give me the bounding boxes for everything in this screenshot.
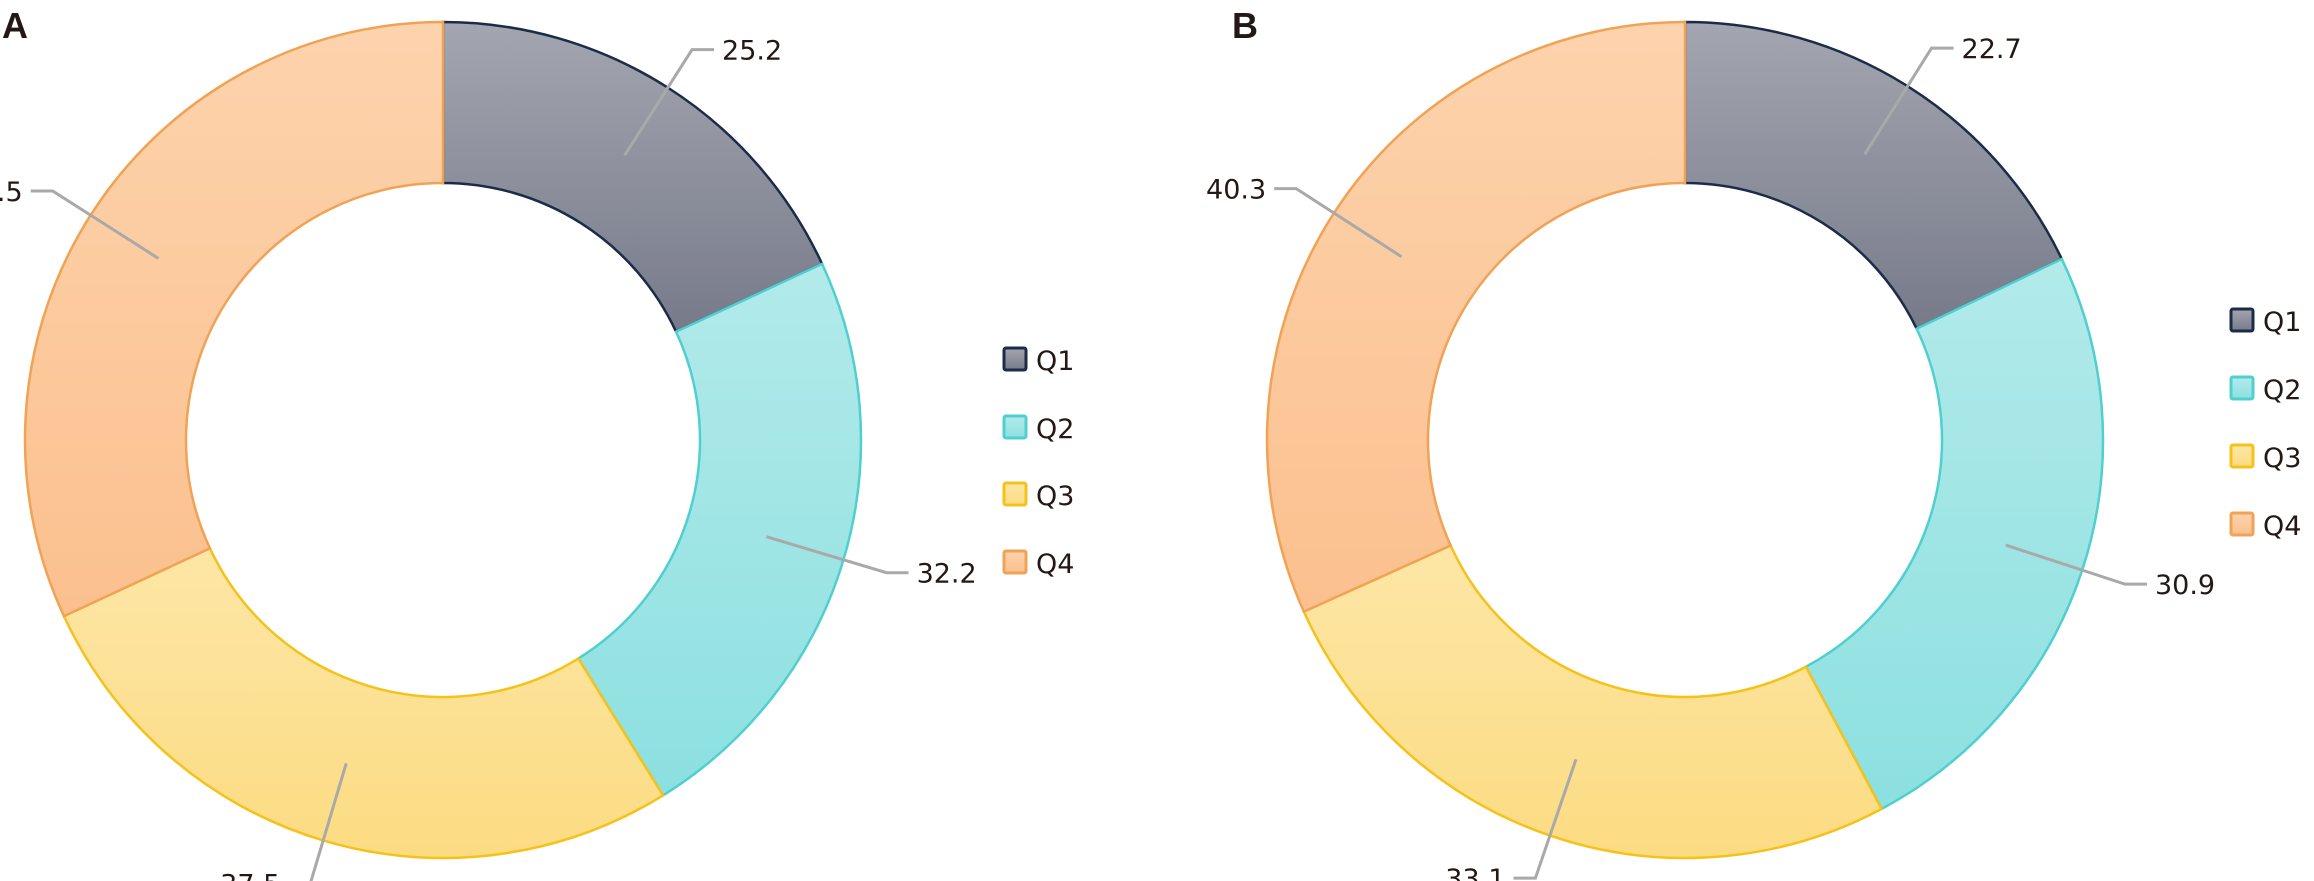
legend-item-q4[interactable]: Q4: [2229, 511, 2301, 542]
data-label-q1: 22.7: [1962, 34, 2022, 65]
leader-line: [623, 48, 715, 157]
legend-swatch: [2229, 307, 2255, 333]
legend-swatch: [1002, 414, 1028, 440]
panel-label: A: [2, 5, 28, 46]
legend-swatch: [2229, 375, 2255, 401]
data-label-q3: 37.5: [220, 870, 280, 881]
slice-q3[interactable]: [62, 546, 665, 860]
leader-line: [309, 762, 348, 881]
legend-item-q4[interactable]: Q4: [1002, 549, 1074, 580]
slice-q4[interactable]: [23, 20, 445, 618]
legend-label: Q4: [2263, 511, 2301, 542]
leader-line: [1513, 758, 1578, 880]
legend-label: Q2: [2263, 375, 2301, 406]
slice-q2[interactable]: [1804, 257, 2105, 811]
leader-line: [1274, 187, 1403, 259]
legend-label: Q3: [1036, 481, 1074, 512]
legend-item-q1[interactable]: Q1: [1002, 346, 1074, 377]
legend-item-q3[interactable]: Q3: [1002, 481, 1074, 512]
legend-swatch: [1002, 481, 1028, 507]
legend-label: Q1: [2263, 307, 2301, 338]
panel-label: B: [1232, 5, 1258, 46]
legend-item-q2[interactable]: Q2: [2229, 375, 2301, 406]
leader-line: [2005, 543, 2147, 586]
donut-chart-B: B 22.7 30.9 33.1 40.3 Q1 Q2 Q3 Q4: [1206, 5, 2301, 881]
legend-swatch: [1002, 346, 1028, 372]
data-label-q4: 40.3: [1206, 175, 1266, 206]
leader-line: [30, 189, 160, 260]
data-label-q4: 44.5: [0, 177, 23, 208]
donut-chart-A: A 25.2 32.2 37.5 44.5 Q1 Q2 Q3 Q4: [0, 5, 1074, 881]
legend-swatch: [2229, 511, 2255, 537]
legend-swatch: [1002, 549, 1028, 575]
leader-line: [1863, 46, 1954, 156]
legend-swatch: [2229, 443, 2255, 469]
slice-q1[interactable]: [441, 20, 824, 334]
leader-line: [765, 535, 909, 575]
data-label-q2: 32.2: [917, 559, 977, 590]
legend-label: Q3: [2263, 443, 2301, 474]
data-label-q2: 30.9: [2155, 570, 2215, 601]
legend-label: Q1: [1036, 346, 1074, 377]
slice-q2[interactable]: [576, 262, 863, 798]
slice-q4[interactable]: [1265, 20, 1687, 614]
legend-item-q3[interactable]: Q3: [2229, 443, 2301, 474]
legend-label: Q2: [1036, 414, 1074, 445]
legend-item-q2[interactable]: Q2: [1002, 414, 1074, 445]
data-label-q1: 25.2: [722, 36, 782, 67]
legend-item-q1[interactable]: Q1: [2229, 307, 2301, 338]
slice-q3[interactable]: [1302, 543, 1884, 860]
legend-label: Q4: [1036, 549, 1074, 580]
slice-q1[interactable]: [1683, 20, 2064, 331]
data-label-q3: 33.1: [1445, 864, 1505, 881]
